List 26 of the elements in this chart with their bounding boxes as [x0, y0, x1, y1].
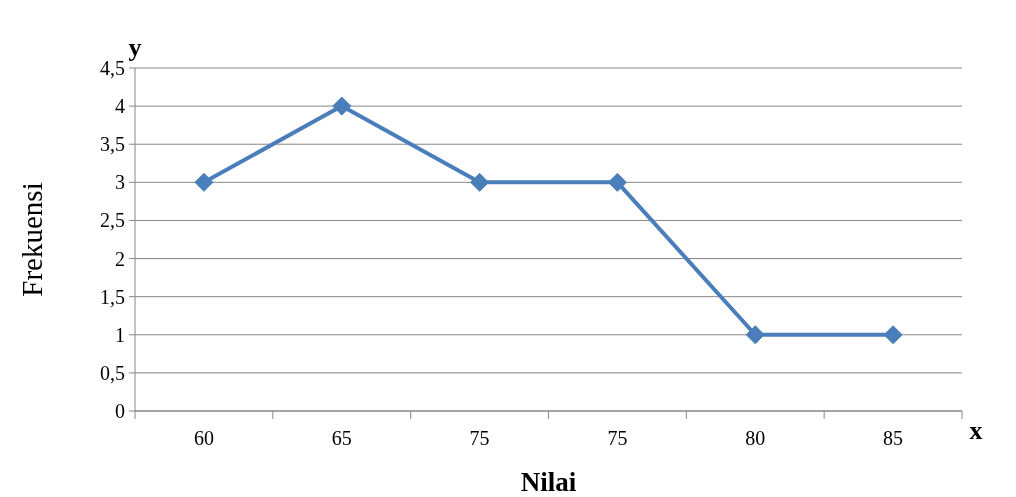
x-tick-label: 75 — [607, 427, 628, 449]
point — [470, 172, 490, 192]
y-tick-label: 1,5 — [100, 285, 125, 308]
text: y — [128, 33, 142, 62]
y-tick-label: 0,5 — [100, 361, 125, 384]
point — [883, 325, 903, 345]
y-tick-label: 0 — [115, 400, 125, 422]
point — [332, 96, 352, 116]
point — [194, 172, 214, 192]
x-tick-label: 65 — [331, 427, 352, 449]
y-tick-label: 2 — [115, 247, 125, 270]
y-tick-label: 1 — [115, 323, 125, 346]
x-tick-label: 85 — [883, 427, 904, 449]
y-tick-label: 2,5 — [100, 209, 125, 232]
point — [745, 325, 765, 345]
y-axis-title: Frekuensi — [16, 182, 48, 297]
y-tick-label: 4,5 — [100, 57, 125, 79]
y-tick-label: 3 — [115, 171, 125, 194]
x-tick-label: 60 — [193, 427, 214, 449]
y-tick-label: 4 — [115, 95, 125, 118]
text: x — [969, 416, 983, 445]
point — [607, 172, 627, 192]
x-axis-title: Nilai — [520, 467, 577, 497]
x-tick-label: 80 — [745, 427, 766, 449]
y-tick-label: 3,5 — [100, 133, 125, 156]
x-tick-label: 75 — [469, 427, 490, 449]
